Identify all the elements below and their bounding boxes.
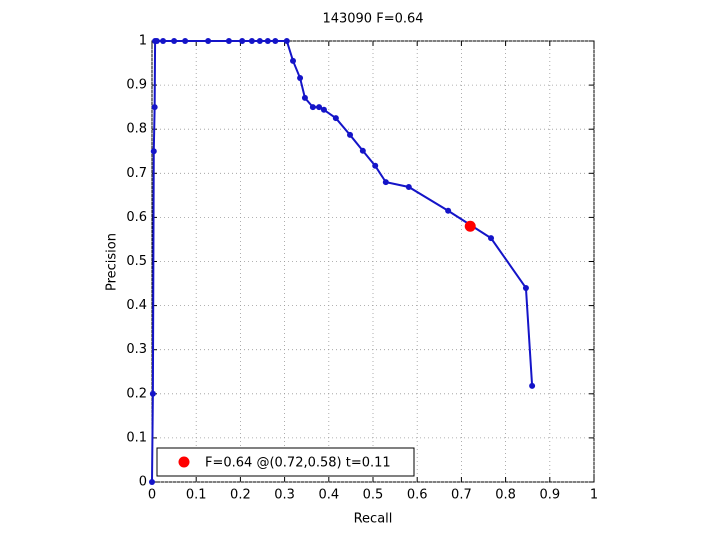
data-point (256, 38, 263, 44)
data-point (205, 38, 212, 44)
x-tick-label: 0.3 (274, 488, 295, 503)
data-point (359, 147, 366, 154)
y-tick-label: 0.7 (126, 166, 147, 181)
data-point (153, 38, 160, 44)
x-tick-label: 0.8 (495, 488, 516, 503)
x-tick-label: 0.2 (230, 488, 251, 503)
data-point (150, 148, 157, 155)
data-point (272, 38, 279, 44)
data-point (149, 479, 155, 485)
y-tick-label: 0.3 (126, 342, 147, 357)
data-point (332, 115, 339, 122)
y-tick-label: 0.8 (126, 122, 147, 137)
data-point (309, 104, 316, 111)
data-point (239, 38, 246, 44)
data-point (301, 94, 308, 101)
data-point (151, 104, 158, 111)
data-point (149, 390, 156, 397)
y-tick-label: 0.9 (126, 78, 147, 93)
data-point (372, 162, 379, 169)
data-point (529, 382, 536, 389)
data-point (225, 38, 232, 44)
y-tick-label: 0.1 (126, 430, 147, 445)
legend-marker (178, 456, 190, 468)
data-point (445, 207, 452, 214)
chart-title: 143090 F=0.64 (322, 12, 423, 27)
data-point (522, 284, 529, 291)
x-tick-label: 0.7 (451, 488, 472, 503)
x-tick-label: 0 (148, 488, 156, 503)
data-point (464, 220, 476, 232)
data-point (488, 235, 495, 242)
y-tick-label: 0.6 (126, 210, 147, 225)
x-tick-label: 1 (590, 488, 598, 503)
y-axis-label: Precision (105, 233, 120, 291)
legend-label: F=0.64 @(0.72,0.58) t=0.11 (205, 456, 391, 471)
legend-box (156, 447, 415, 477)
data-point (347, 131, 354, 138)
data-point (182, 38, 189, 44)
x-tick-label: 0.9 (539, 488, 560, 503)
data-point (320, 106, 327, 113)
y-tick-label: 0.2 (126, 386, 147, 401)
x-axis-label: Recall (354, 512, 393, 527)
x-tick-label: 0.6 (407, 488, 428, 503)
x-tick-label: 0.4 (318, 488, 339, 503)
data-point (248, 38, 255, 44)
data-point (297, 75, 304, 82)
data-point (171, 38, 178, 44)
y-tick-label: 0.4 (126, 298, 147, 313)
data-point (160, 38, 167, 44)
data-point (316, 104, 323, 111)
data-point (283, 38, 290, 44)
data-point (289, 57, 296, 64)
data-point (405, 183, 412, 190)
y-tick-label: 0.5 (126, 254, 147, 269)
y-tick-label: 0 (139, 475, 147, 490)
x-tick-label: 0.5 (363, 488, 384, 503)
x-tick-label: 0.1 (186, 488, 207, 503)
data-point (382, 179, 389, 186)
y-tick-label: 1 (139, 34, 147, 49)
data-point (264, 38, 271, 44)
